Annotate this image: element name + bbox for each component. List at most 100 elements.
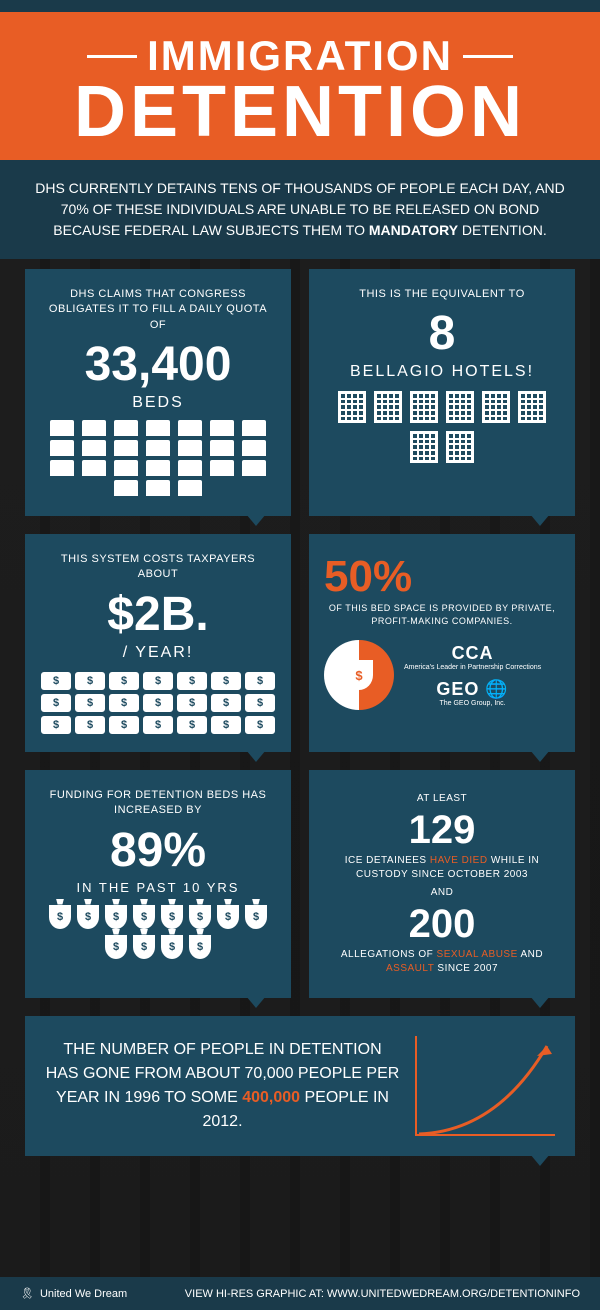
bed-icon — [146, 424, 170, 436]
private-pct: 50% — [324, 552, 412, 602]
hotels-label-post: BELLAGIO HOTELS! — [324, 363, 560, 381]
deaths-value2: 200 — [324, 904, 560, 944]
bed-icon — [146, 464, 170, 476]
title-line-2: DETENTION — [0, 80, 600, 145]
building-icon — [410, 431, 438, 463]
money-bill-icon: $ — [143, 716, 173, 734]
beds-icons — [40, 422, 276, 498]
footer-brand: 🎗 United We Dream — [20, 1287, 127, 1300]
building-icon — [410, 391, 438, 423]
money-bill-icon: $ — [211, 694, 241, 712]
money-bag-icon: $ — [345, 660, 373, 690]
card-private: 50% OF THIS BED SPACE IS PROVIDED BY PRI… — [309, 534, 575, 752]
bed-icon — [242, 444, 266, 456]
money-bag-icon: $ — [161, 935, 183, 959]
money-bag-icon: $ — [133, 905, 155, 929]
bed-icon — [210, 464, 234, 476]
money-bag-icon: $ — [105, 905, 127, 929]
intro-text: DHS CURRENTLY DETAINS TENS OF THOUSANDS … — [0, 160, 600, 259]
cca-logo: CCA America's Leader in Partnership Corr… — [404, 643, 541, 671]
money-bag-icon: $ — [77, 905, 99, 929]
building-icon — [446, 391, 474, 423]
money-bag-icon: $ — [189, 905, 211, 929]
bed-icon — [50, 464, 74, 476]
header: IMMIGRATION DETENTION — [0, 0, 600, 160]
footer-link: VIEW HI-RES GRAPHIC AT: WWW.UNITEDWEDREA… — [185, 1288, 580, 1300]
money-bill-icon: $ — [41, 672, 71, 690]
money-bill-icon: $ — [245, 672, 275, 690]
building-icon — [338, 391, 366, 423]
money-bill-icon: $ — [177, 672, 207, 690]
bed-icon — [210, 424, 234, 436]
beds-label: DHS CLAIMS THAT CONGRESS OBLIGATES IT TO… — [40, 287, 276, 333]
money-bill-icon: $ — [211, 716, 241, 734]
money-bill-icon: $ — [109, 694, 139, 712]
money-bill-icon: $ — [75, 672, 105, 690]
card-deaths: AT LEAST 129 ICE DETAINEES HAVE DIED WHI… — [309, 770, 575, 998]
money-bag-icon: $ — [133, 935, 155, 959]
money-bag-icon: $ — [161, 905, 183, 929]
decorative-line — [87, 55, 137, 58]
bed-icon — [82, 444, 106, 456]
hotels-label-pre: THIS IS THE EQUIVALENT TO — [324, 287, 560, 302]
money-bill-icon: $ — [245, 694, 275, 712]
card-beds: DHS CLAIMS THAT CONGRESS OBLIGATES IT TO… — [25, 269, 291, 516]
money-bill-icon: $ — [177, 716, 207, 734]
deaths-label2: ALLEGATIONS OF SEXUAL ABUSE AND ASSAULT … — [324, 948, 560, 976]
money-bag-icon: $ — [189, 935, 211, 959]
building-icon — [446, 431, 474, 463]
private-label: OF THIS BED SPACE IS PROVIDED BY PRIVATE… — [324, 602, 560, 627]
money-bill-icon: $ — [41, 694, 71, 712]
bed-icon — [146, 444, 170, 456]
building-icon — [482, 391, 510, 423]
card-hotels: THIS IS THE EQUIVALENT TO 8 BELLAGIO HOT… — [309, 269, 575, 516]
card-cost: THIS SYSTEM COSTS TAXPAYERS ABOUT $2B. /… — [25, 534, 291, 752]
bed-icon — [146, 484, 170, 496]
cca-logo-sub: America's Leader in Partnership Correcti… — [404, 664, 541, 671]
bed-icon — [114, 424, 138, 436]
deaths-pre: AT LEAST — [324, 792, 560, 806]
flag-icon: 🎗 — [20, 1287, 34, 1300]
funding-unit: IN THE PAST 10 YRS — [40, 880, 276, 895]
deaths-value1: 129 — [324, 810, 560, 850]
card-funding: FUNDING FOR DETENTION BEDS HAS INCREASED… — [25, 770, 291, 998]
bed-icon — [178, 424, 202, 436]
money-bag-icon: $ — [49, 905, 71, 929]
money-bill-icon: $ — [177, 694, 207, 712]
hotels-value: 8 — [324, 310, 560, 358]
money-bag-icon: $ — [105, 935, 127, 959]
geo-logo-sub: The GEO Group, Inc. — [436, 700, 508, 707]
bed-icon — [82, 464, 106, 476]
building-icon — [518, 391, 546, 423]
pie-chart-icon: $ — [324, 640, 394, 710]
money-bill-icon: $ — [143, 672, 173, 690]
money-bill-icon: $ — [245, 716, 275, 734]
bed-icon — [50, 444, 74, 456]
brand-text: United We Dream — [40, 1288, 127, 1300]
bed-icon — [178, 464, 202, 476]
bed-icon — [242, 464, 266, 476]
growth-curve-icon — [417, 1036, 557, 1136]
cost-unit: / YEAR! — [40, 644, 276, 662]
deaths-mid: ICE DETAINEES HAVE DIED WHILE IN CUSTODY… — [324, 854, 560, 882]
beds-unit: BEDS — [40, 394, 276, 412]
bed-icon — [50, 424, 74, 436]
and-label: AND — [324, 886, 560, 900]
company-logos: CCA America's Leader in Partnership Corr… — [404, 643, 541, 707]
money-bill-icon: $ — [211, 672, 241, 690]
intro-post: DETENTION. — [458, 222, 547, 238]
bed-icon — [178, 444, 202, 456]
bed-icon — [114, 444, 138, 456]
money-bill-icon: $ — [41, 716, 71, 734]
funding-value: 89% — [40, 827, 276, 875]
infographic-container: IMMIGRATION DETENTION DHS CURRENTLY DETA… — [0, 0, 600, 1310]
cost-value: $2B. — [40, 591, 276, 639]
building-icon — [374, 391, 402, 423]
money-bill-icon: $ — [109, 716, 139, 734]
funding-icons: $$$$$$$$$$$$ — [40, 905, 276, 959]
footer: 🎗 United We Dream VIEW HI-RES GRAPHIC AT… — [0, 1277, 600, 1310]
money-bag-icon: $ — [217, 905, 239, 929]
geo-logo: GEO 🌐 The GEO Group, Inc. — [436, 679, 508, 707]
growth-text: THE NUMBER OF PEOPLE IN DETENTION HAS GO… — [45, 1038, 400, 1134]
money-bag-icon: $ — [245, 905, 267, 929]
